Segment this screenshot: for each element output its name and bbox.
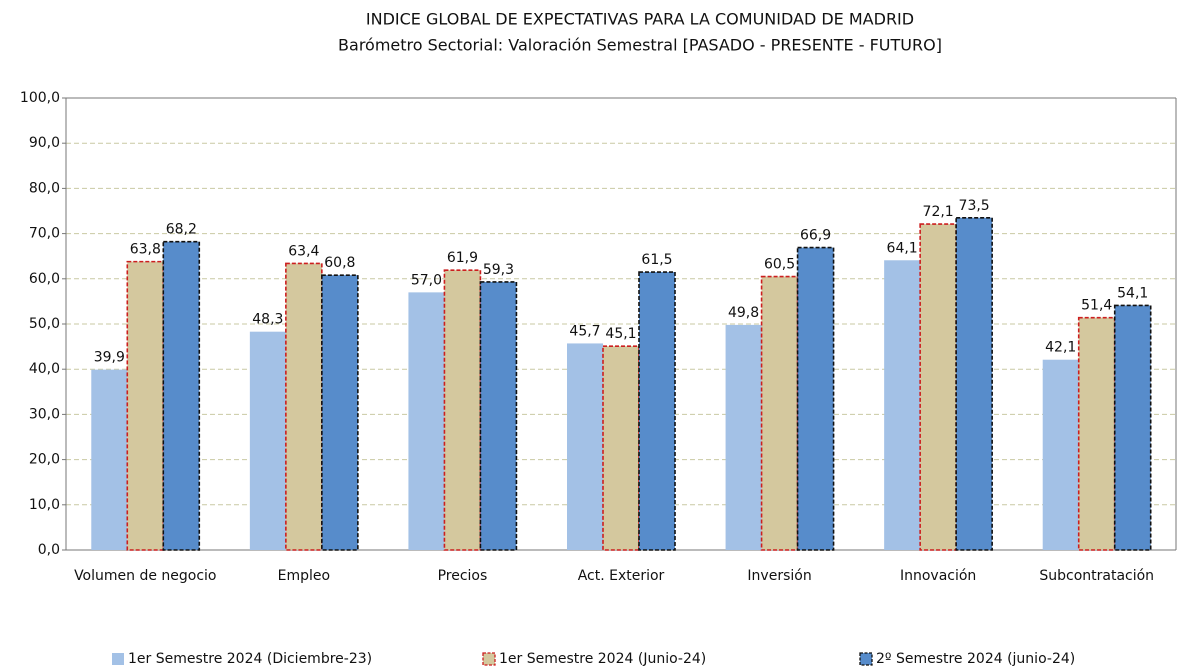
y-tick-label: 100,0 — [20, 90, 60, 106]
bar — [1113, 304, 1152, 551]
bar — [955, 216, 993, 551]
x-tick-label: Act. Exterior — [578, 568, 665, 584]
bar — [126, 260, 165, 551]
value-label: 66,9 — [800, 228, 831, 244]
y-tick-label: 50,0 — [29, 316, 60, 332]
value-label: 60,8 — [324, 255, 355, 271]
y-tick-label: 40,0 — [29, 361, 60, 377]
value-label: 59,3 — [483, 262, 514, 278]
legend-swatch — [859, 652, 873, 666]
x-tick-label: Volumen de negocio — [74, 568, 216, 584]
value-label: 68,2 — [166, 222, 197, 238]
value-label: 42,1 — [1045, 340, 1076, 356]
value-label: 48,3 — [252, 312, 283, 328]
bar — [249, 331, 286, 550]
y-tick-label: 20,0 — [29, 452, 60, 468]
value-label: 73,5 — [959, 198, 990, 214]
value-label: 45,1 — [605, 326, 636, 342]
bar — [408, 292, 445, 550]
y-tick-label: 0,0 — [38, 542, 60, 558]
bar — [1077, 316, 1116, 551]
value-label: 63,8 — [130, 242, 161, 258]
value-label: 51,4 — [1081, 298, 1112, 314]
bar — [91, 369, 128, 550]
value-label: 45,7 — [569, 323, 600, 339]
y-tick-label: 30,0 — [29, 406, 60, 422]
legend-label: 1er Semestre 2024 (Diciembre-23) — [128, 651, 372, 667]
value-label: 49,8 — [728, 305, 759, 321]
bar — [1042, 359, 1079, 550]
legend-label: 2º Semestre 2024 (junio-24) — [876, 651, 1075, 667]
bar — [602, 345, 640, 551]
x-tick-label: Inversión — [747, 568, 811, 584]
bar — [285, 262, 323, 551]
x-tick-label: Innovación — [900, 568, 976, 584]
legend-swatch — [112, 653, 124, 665]
y-tick-label: 80,0 — [29, 180, 60, 196]
chart-title: INDICE GLOBAL DE EXPECTATIVAS PARA LA CO… — [366, 10, 914, 29]
bar — [321, 274, 359, 551]
value-label: 57,0 — [411, 272, 442, 288]
bar — [919, 223, 957, 551]
x-tick-label: Precios — [438, 568, 488, 584]
bar — [884, 260, 921, 550]
value-label: 64,1 — [887, 240, 918, 256]
bar — [796, 246, 835, 551]
value-label: 39,9 — [94, 350, 125, 366]
chart-subtitle: Barómetro Sectorial: Valoración Semestra… — [338, 36, 942, 55]
bar — [479, 281, 518, 551]
bar — [638, 271, 676, 551]
value-label: 63,4 — [288, 243, 319, 259]
x-tick-label: Subcontratación — [1039, 568, 1154, 584]
bar — [725, 324, 762, 550]
y-tick-label: 10,0 — [29, 497, 60, 513]
x-tick-label: Empleo — [278, 568, 330, 584]
y-tick-label: 70,0 — [29, 226, 60, 242]
bar — [567, 343, 603, 550]
legend-label: 1er Semestre 2024 (Junio-24) — [499, 651, 706, 667]
y-tick-label: 90,0 — [29, 135, 60, 151]
value-label: 72,1 — [923, 204, 954, 220]
value-label: 54,1 — [1117, 285, 1148, 301]
value-label: 61,5 — [641, 252, 672, 268]
legend-swatch — [482, 652, 496, 666]
value-label: 60,5 — [764, 257, 795, 273]
bar — [162, 240, 201, 551]
value-label: 61,9 — [447, 250, 478, 266]
y-tick-label: 60,0 — [29, 271, 60, 287]
bar — [760, 275, 799, 551]
bar — [443, 269, 482, 551]
